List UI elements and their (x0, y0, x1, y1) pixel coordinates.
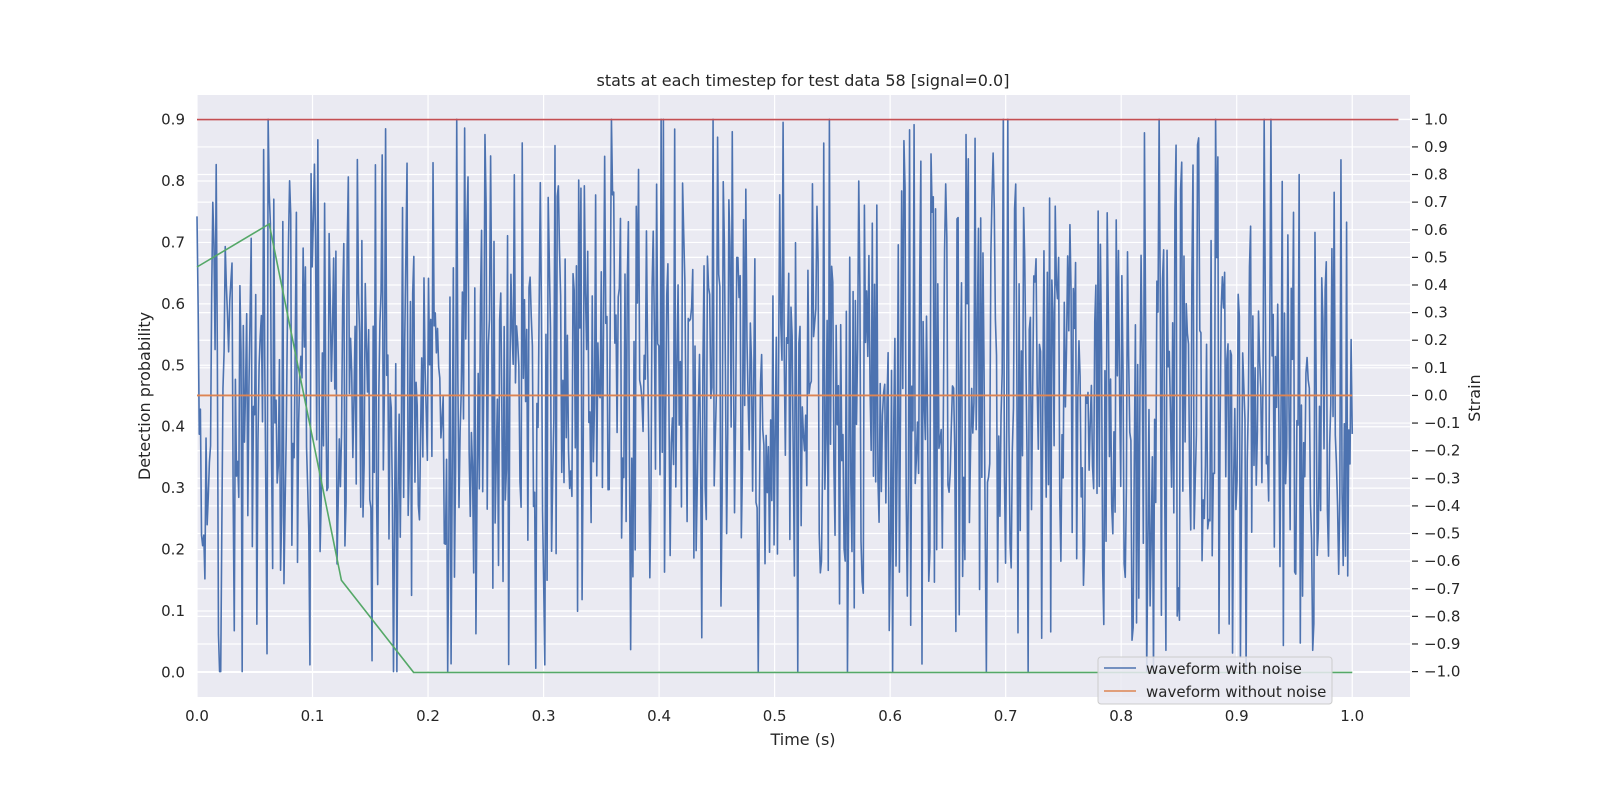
y2-tick-label: −0.6 (1424, 552, 1460, 570)
y2-tick-label: −0.1 (1424, 414, 1460, 432)
y2-tick-label: 0.6 (1424, 221, 1448, 239)
legend-box (1097, 656, 1333, 705)
y2-tick-label: −0.3 (1424, 469, 1460, 487)
y-tick-label: 0.2 (161, 541, 185, 559)
legend: waveform with noise waveform without noi… (1097, 656, 1333, 705)
y2-tick-label: 0.3 (1424, 304, 1448, 322)
y2-tick-label: 0.0 (1424, 386, 1448, 404)
y2-tick-label: 0.5 (1424, 248, 1448, 266)
y-axis-label: Detection probability (135, 312, 154, 480)
y-tick-label: 0.8 (161, 172, 185, 190)
y2-tick-label: −0.8 (1424, 607, 1460, 625)
x-tick-label: 0.9 (1225, 707, 1249, 725)
x-tick-label: 0.2 (416, 707, 440, 725)
x-tick-label: 0.7 (994, 707, 1018, 725)
y2-tick-label: 0.2 (1424, 331, 1448, 349)
y2-axis-ticks: −1.0 −0.9 −0.8 −0.7 −0.6 −0.5 −0.4 −0.3 −0.2 −0.1… (1412, 110, 1460, 681)
y-tick-label: 0.4 (161, 418, 185, 436)
y-tick-label: 0.5 (161, 356, 185, 374)
y2-tick-label: 0.8 (1424, 166, 1448, 184)
x-tick-label: 0.1 (301, 707, 325, 725)
x-tick-label: 1.0 (1340, 707, 1364, 725)
x-tick-label: 0.4 (647, 707, 671, 725)
y2-tick-label: −0.5 (1424, 525, 1460, 543)
y2-axis-label: Strain (1465, 374, 1484, 421)
y2-tick-label: −1.0 (1424, 663, 1460, 681)
y-tick-label: 0.3 (161, 479, 185, 497)
x-tick-label: 0.5 (763, 707, 787, 725)
y2-tick-label: −0.2 (1424, 442, 1460, 460)
chart-title: stats at each timestep for test data 58 … (597, 71, 1010, 90)
y2-tick-label: −0.7 (1424, 580, 1460, 598)
y2-tick-label: 0.1 (1424, 359, 1448, 377)
series-waveform-with-noise (196, 118, 1354, 673)
y-tick-label: 0.6 (161, 295, 185, 313)
legend-label-noise: waveform with noise (1146, 660, 1302, 678)
x-tick-label: 0.6 (878, 707, 902, 725)
y-tick-label: 0.7 (161, 233, 185, 251)
y-tick-label: 0.0 (161, 663, 185, 681)
y-tick-label: 0.9 (161, 111, 185, 129)
series-detection-probability (196, 222, 1353, 674)
x-axis-label: Time (s) (769, 730, 835, 749)
y2-tick-label: 0.4 (1424, 276, 1448, 294)
series-layer (196, 118, 1399, 674)
y2-tick-label: −0.9 (1424, 635, 1460, 653)
x-axis-ticks: 0.0 0.1 0.2 0.3 0.4 0.5 0.6 0.7 0.8 0.9 1.0 (185, 707, 1364, 725)
y2-tick-label: 1.0 (1424, 110, 1448, 128)
y2-tick-label: −0.4 (1424, 497, 1460, 515)
y-axis-ticks: 0.0 0.1 0.2 0.3 0.4 0.5 0.6 0.7 0.8 0.9 (161, 111, 185, 682)
legend-label-clean: waveform without noise (1146, 683, 1326, 701)
x-tick-label: 0.8 (1109, 707, 1133, 725)
y2-tick-label: 0.9 (1424, 138, 1448, 156)
x-tick-label: 0.3 (532, 707, 556, 725)
x-tick-label: 0.0 (185, 707, 209, 725)
y2-tick-label: 0.7 (1424, 193, 1448, 211)
y-tick-label: 0.1 (161, 602, 185, 620)
